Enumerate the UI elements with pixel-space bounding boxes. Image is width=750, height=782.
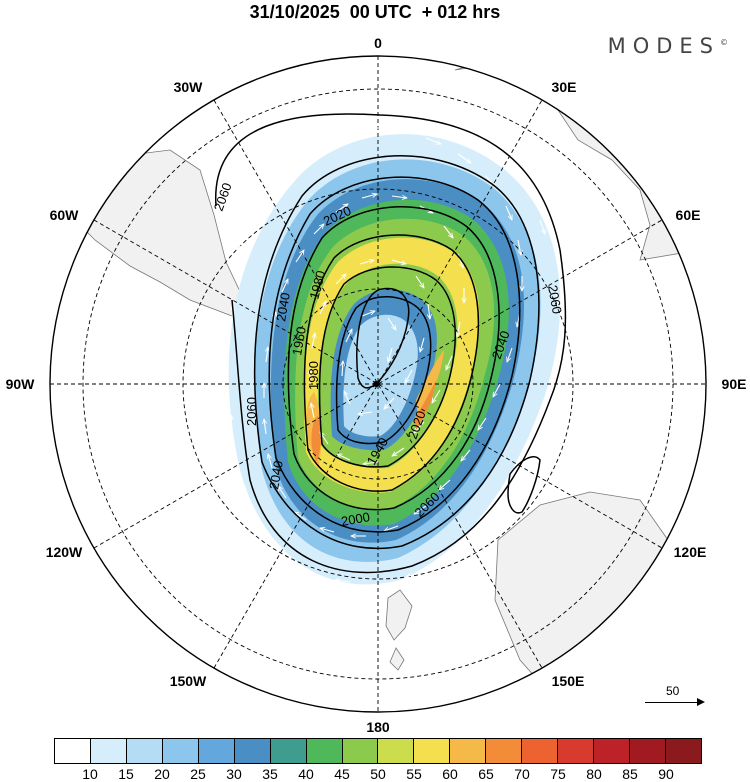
colorbar-swatch	[90, 739, 127, 763]
lon-label-90e: 90E	[722, 376, 747, 392]
landmass-new-zealand	[385, 589, 413, 671]
vector-reference-value: 50	[666, 684, 680, 698]
colorbar-tick-label: 60	[442, 766, 458, 782]
south-pole-marker	[373, 381, 379, 387]
colorbar-swatch	[234, 739, 271, 763]
brand-logo: MODES©	[608, 34, 728, 58]
colorbar-swatch	[162, 739, 199, 763]
colorbar-tick-label: 80	[586, 766, 602, 782]
colorbar-swatch	[378, 739, 415, 763]
colorbar-tick-label: 35	[262, 766, 278, 782]
lon-label-30w: 30W	[174, 79, 204, 95]
contour-label: 1980	[306, 269, 328, 301]
lon-label-0: 0	[374, 35, 382, 51]
landmass-australia	[494, 491, 691, 706]
contour-label: 2040	[266, 459, 286, 490]
colorbar-swatch	[306, 739, 343, 763]
contour-label: 2060	[545, 284, 565, 315]
contour-label: 2060	[244, 397, 259, 426]
colorbar-tick-label: 10	[82, 766, 98, 782]
colorbar-tick-label: 70	[514, 766, 530, 782]
contour-label: 2000	[340, 509, 371, 529]
colorbar-swatch	[126, 739, 163, 763]
colorbar-swatch	[342, 739, 379, 763]
graticule	[50, 56, 706, 712]
vector-reference: 50	[645, 684, 705, 714]
copyright-mark: ©	[720, 38, 728, 47]
longitude-labels: 0 30E 60E 90E 120E 150E 180 150W 120W 90…	[6, 35, 747, 735]
colorbar-tick-label: 50	[370, 766, 386, 782]
contour-label: 1980	[306, 361, 321, 390]
colorbar-tick-label: 45	[334, 766, 350, 782]
colorbar-tick-label: 30	[226, 766, 242, 782]
colorbar-swatch	[198, 739, 235, 763]
colorbar-tick-label: 25	[190, 766, 206, 782]
lon-label-60e: 60E	[676, 207, 701, 223]
colorbar-swatch	[270, 739, 307, 763]
colorbar-tick-label: 85	[622, 766, 638, 782]
colorbar-swatch	[55, 739, 91, 763]
colorbar-tick-label: 65	[478, 766, 494, 782]
colorbar-swatch	[450, 739, 487, 763]
map-boundary	[49, 55, 707, 713]
colorbar-swatch	[558, 739, 595, 763]
colorbar	[54, 738, 702, 764]
colorbar-tick-label: 55	[406, 766, 422, 782]
lon-label-150e: 150E	[552, 673, 585, 689]
height-contours	[215, 113, 567, 574]
wind-vectors	[231, 107, 560, 582]
lon-label-60w: 60W	[50, 207, 80, 223]
lon-label-180: 180	[366, 719, 390, 735]
contour-label: 2060	[211, 181, 235, 213]
colorbar-swatch	[522, 739, 559, 763]
lon-label-30e: 30E	[552, 79, 577, 95]
vector-reference-arrow-icon	[645, 698, 705, 706]
lon-label-120e: 120E	[674, 544, 707, 560]
colorbar-swatch	[665, 739, 701, 763]
colorbar-tick-label: 15	[118, 766, 134, 782]
lon-label-90w: 90W	[6, 376, 36, 392]
colorbar-ticks: 10 15 20 25 30 35 40 45 50 55 60 65 70 75 80 85 90	[54, 766, 702, 782]
contour-label: 2040	[273, 291, 293, 322]
contour-label: 1960	[289, 325, 309, 356]
brand-text: MODES	[607, 34, 720, 58]
lon-label-150w: 150W	[170, 673, 207, 689]
colorbar-swatch	[630, 739, 666, 763]
colorbar-tick-label: 90	[658, 766, 674, 782]
colorbar-swatch	[486, 739, 523, 763]
colorbar-tick-label: 75	[550, 766, 566, 782]
colorbar-tick-label: 20	[154, 766, 170, 782]
colorbar-swatch	[594, 739, 630, 763]
lon-label-120w: 120W	[46, 544, 83, 560]
colorbar-swatch	[414, 739, 451, 763]
colorbar-tick-label: 40	[298, 766, 314, 782]
chart-title: 31/10/2025 00 UTC + 012 hrs	[249, 2, 501, 22]
